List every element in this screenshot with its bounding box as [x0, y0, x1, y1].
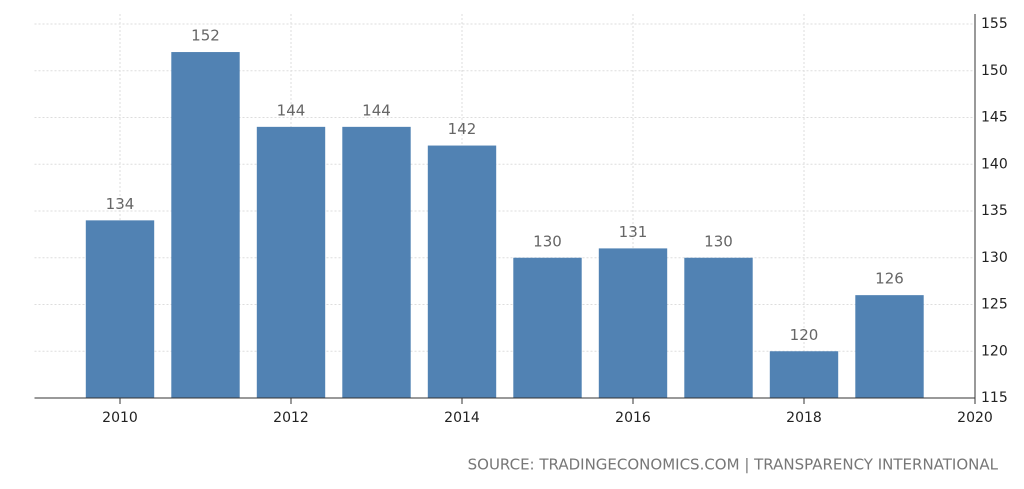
y-tick-label: 145 [981, 110, 1008, 126]
value-label: 142 [448, 120, 477, 138]
value-label: 120 [790, 326, 819, 344]
y-tick-label: 140 [981, 156, 1008, 172]
x-tick-label: 2016 [615, 410, 651, 426]
value-label: 131 [619, 223, 648, 241]
bar [427, 145, 497, 398]
bar [513, 257, 582, 398]
bar [684, 257, 753, 398]
x-tick-label: 2020 [957, 410, 993, 426]
x-tick-label: 2018 [786, 410, 822, 426]
value-label: 134 [106, 195, 135, 213]
x-tick-label: 2010 [102, 410, 138, 426]
bar [855, 295, 924, 398]
value-label: 130 [704, 232, 733, 250]
y-tick-label: 135 [981, 203, 1008, 219]
y-tick-label: 155 [981, 16, 1008, 32]
x-tick-label: 2012 [273, 410, 309, 426]
bar [171, 52, 240, 399]
y-tick-label: 125 [981, 297, 1008, 313]
bar [85, 220, 155, 398]
bar [256, 126, 326, 398]
y-tick-label: 115 [981, 390, 1008, 406]
value-label: 144 [277, 101, 306, 119]
value-label: 152 [191, 27, 220, 45]
bar [598, 248, 668, 398]
y-tick-label: 120 [981, 343, 1008, 359]
value-label: 144 [362, 101, 391, 119]
y-tick-label: 150 [981, 63, 1008, 79]
value-label: 130 [533, 232, 562, 250]
y-tick-label: 130 [981, 250, 1008, 266]
bar [769, 351, 839, 398]
source: SOURCE: TRADINGECONOMICS.COM | TRANSPARE… [468, 456, 999, 474]
value-label: 126 [875, 270, 904, 288]
x-tick-label: 2014 [444, 410, 480, 426]
bar [342, 126, 411, 398]
